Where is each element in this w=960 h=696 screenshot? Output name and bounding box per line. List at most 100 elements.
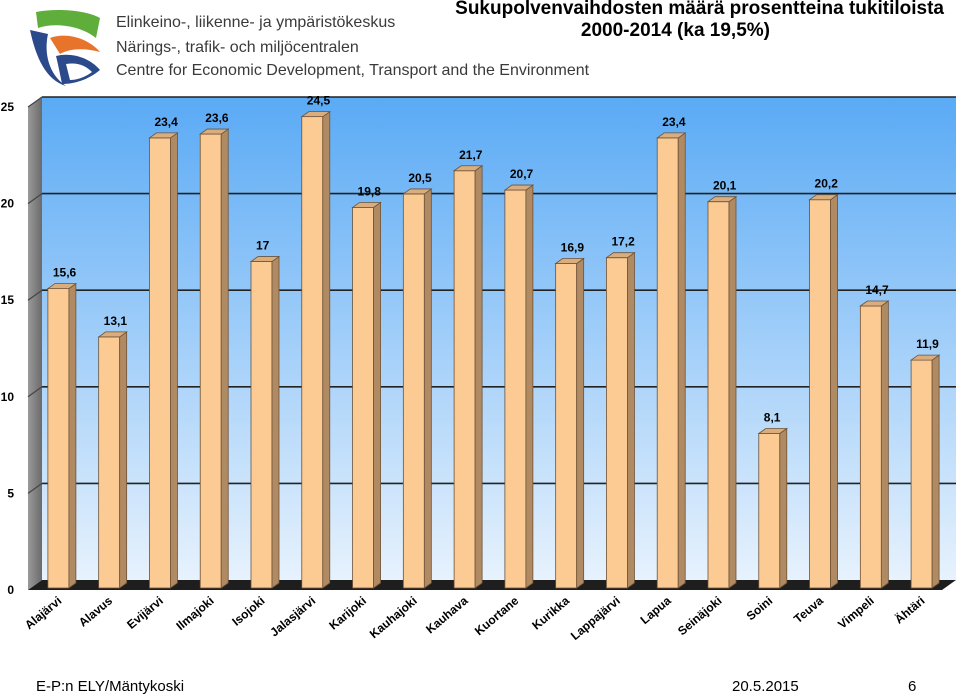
- bar: [47, 288, 70, 589]
- bar: [555, 263, 578, 589]
- bar-side: [119, 331, 128, 589]
- plot-side-wall: [28, 97, 42, 590]
- bar-top: [148, 132, 179, 139]
- x-tick-label: Alavus: [76, 593, 115, 629]
- x-tick-label: Kauhajoki: [367, 594, 420, 642]
- bar-top: [97, 331, 128, 338]
- bar-top: [757, 428, 789, 434]
- bar: [301, 116, 324, 589]
- bar-side: [576, 257, 585, 589]
- bar: [809, 199, 831, 589]
- bar-side: [423, 188, 432, 589]
- data-label: 20,1: [713, 179, 737, 193]
- data-label: 8,1: [764, 411, 781, 425]
- x-tick-label: Soini: [744, 594, 775, 624]
- x-tick-label: Lappajärvi: [568, 594, 623, 643]
- bar-top: [554, 258, 585, 264]
- bar: [504, 189, 527, 589]
- gridline-side: [27, 482, 43, 494]
- bar-top: [605, 252, 636, 259]
- gridline-side: [27, 386, 43, 398]
- bar: [98, 336, 121, 589]
- bar: [606, 257, 628, 589]
- bar: [199, 133, 222, 589]
- x-tick-label: Teuva: [791, 593, 826, 626]
- y-tick-label: 25: [1, 100, 15, 114]
- slide-header: Elinkeino-, liikenne- ja ympäristökeskus…: [0, 0, 960, 92]
- bar-side: [627, 251, 635, 589]
- chart-subtitle: 2000-2014 (ka 19,5%): [580, 20, 770, 41]
- gridline-side: [27, 96, 43, 108]
- gridline-side: [27, 289, 43, 301]
- bar-top: [909, 354, 941, 361]
- bar: [149, 137, 171, 589]
- footer-date: 20.5.2015: [732, 678, 799, 695]
- x-tick-label: Lapua: [638, 593, 674, 627]
- x-tick-label: Kuortane: [472, 593, 522, 638]
- data-label: 13,1: [104, 314, 128, 328]
- bar-top: [452, 165, 484, 172]
- footer-author: E-P:n ELY/Mäntykoski: [36, 678, 185, 695]
- data-label: 23,4: [154, 115, 178, 129]
- bar-top: [46, 283, 78, 290]
- x-tick-label: Jalasjärvi: [267, 594, 318, 640]
- bar: [352, 207, 374, 589]
- gridline-side: [27, 193, 43, 205]
- data-label: 20,7: [510, 167, 534, 181]
- bar: [910, 359, 933, 589]
- data-label: 20,2: [815, 177, 839, 191]
- data-label: 20,5: [408, 171, 432, 185]
- data-label: 23,4: [662, 115, 686, 129]
- data-label: 15,6: [53, 266, 77, 280]
- bar: [758, 433, 781, 589]
- org-name-sv: Närings-, trafik- och miljöcentralen: [116, 39, 359, 56]
- y-axis: 0 5 10 15 20 25: [1, 100, 15, 597]
- bar-side: [677, 132, 686, 589]
- bar-top: [300, 111, 332, 118]
- page-number: 6: [908, 678, 917, 695]
- value-labels: 15,6 13,1 23,4 23,6 17 24,5 19,8 20,5 21,7 20,7 16…: [53, 94, 939, 425]
- bar: [707, 201, 730, 589]
- chart-title: Sukupolvenvaihdosten määrä prosentteina …: [455, 0, 944, 19]
- y-tick-label: 10: [1, 390, 15, 404]
- ely-logo-icon: [30, 10, 100, 86]
- plot-back-wall: [42, 97, 956, 580]
- bar-top: [351, 202, 382, 208]
- bar-side: [779, 427, 788, 589]
- x-tick-label: Isojoki: [229, 594, 267, 629]
- y-tick-label: 15: [1, 293, 15, 307]
- data-label: 11,9: [916, 337, 939, 351]
- bar-side: [474, 164, 483, 589]
- x-tick-label: Evijärvi: [124, 594, 166, 632]
- bar-top: [706, 196, 738, 203]
- gridlines: [27, 96, 956, 494]
- data-label: 14,7: [865, 283, 889, 297]
- bar-side: [220, 128, 229, 589]
- data-label: 21,7: [459, 148, 483, 162]
- bar-top: [655, 132, 687, 139]
- bar: [656, 137, 679, 589]
- bar: [453, 170, 476, 589]
- bar: [402, 193, 425, 589]
- bar-side: [931, 354, 940, 589]
- x-tick-label: Vimpeli: [835, 594, 877, 632]
- bar-top: [503, 184, 535, 191]
- data-label: 23,6: [205, 111, 229, 125]
- bar-side: [170, 132, 178, 589]
- x-tick-label: Ilmajoki: [173, 594, 216, 633]
- org-name-en: Centre for Economic Development, Transpo…: [116, 62, 590, 79]
- bar: [859, 305, 882, 589]
- data-label: 17: [256, 239, 270, 253]
- x-tick-label: Kurikka: [529, 593, 572, 632]
- x-tick-label: Karijoki: [326, 594, 369, 633]
- bar-top: [859, 300, 890, 307]
- x-tick-label: Kauhava: [423, 593, 471, 636]
- bar-side: [880, 300, 889, 589]
- x-tick-label: Ähtäri: [891, 593, 927, 627]
- bar-chart: 0 5 10 15 20 25 15,6 13,1 23,4 23,6 17 24,5 19,8 20,…: [1, 94, 956, 643]
- bar-side: [728, 195, 737, 589]
- x-tick-label: Alajärvi: [22, 594, 64, 633]
- y-tick-label: 20: [1, 197, 15, 211]
- bar-side: [373, 201, 381, 589]
- bar-side: [830, 193, 838, 589]
